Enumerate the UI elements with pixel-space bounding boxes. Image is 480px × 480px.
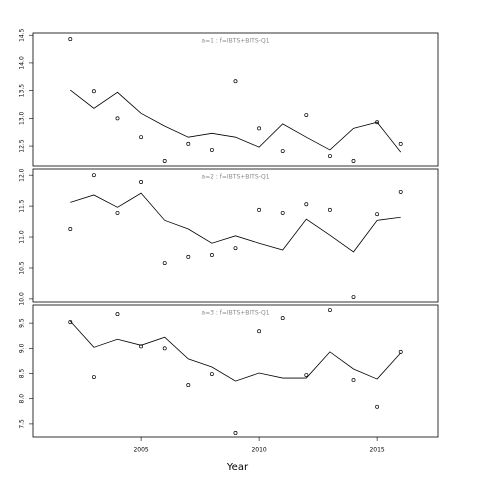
y-tick-label: 9.5 [19, 318, 26, 328]
data-point [375, 212, 380, 217]
panel-frame [32, 32, 439, 167]
data-point [91, 89, 96, 94]
data-point [186, 141, 191, 146]
data-point [115, 312, 120, 317]
data-point [115, 116, 120, 121]
data-point [91, 375, 96, 379]
y-tick-label: 12.0 [19, 168, 26, 182]
data-point [280, 149, 285, 153]
data-point [162, 261, 167, 265]
series-line [70, 192, 401, 253]
panel-label: a=1 : f=IBTS+BITS-Q1 [201, 38, 269, 45]
x-tick-label: 2005 [133, 447, 148, 454]
data-point [398, 141, 403, 146]
data-point [398, 189, 403, 194]
data-point [351, 159, 356, 163]
data-point [68, 320, 73, 325]
y-tick-label: 10.0 [19, 292, 26, 306]
data-point [304, 113, 309, 117]
data-point [351, 295, 356, 300]
data-point [186, 254, 191, 259]
data-point [186, 383, 191, 388]
data-point [257, 126, 262, 131]
y-tick-label: 9.0 [19, 343, 26, 353]
panel-label: a=3 : f=IBTS+BITS-Q1 [201, 310, 269, 317]
data-point [257, 207, 262, 212]
data-point [68, 37, 73, 42]
data-point [209, 147, 214, 152]
data-point [327, 207, 332, 212]
x-tick-label: 2010 [251, 447, 266, 454]
data-point [68, 227, 73, 231]
y-tick-label: 11.0 [19, 230, 26, 244]
data-point [304, 202, 309, 207]
y-tick-label: 13.5 [19, 84, 26, 98]
y-tick-label: 10.5 [19, 261, 26, 275]
x-axis-title: Year [226, 462, 249, 473]
y-tick-label: 14.0 [19, 56, 26, 70]
data-point [233, 79, 238, 84]
data-point [115, 210, 120, 215]
data-point [162, 159, 167, 163]
series-line [70, 89, 402, 153]
y-tick-label: 8.5 [19, 369, 26, 379]
y-tick-label: 8.0 [19, 394, 26, 404]
y-tick-label: 14.5 [19, 28, 26, 42]
data-point [209, 372, 214, 376]
data-point [304, 373, 309, 377]
data-point [233, 246, 238, 251]
panel-frame [32, 168, 439, 303]
data-point [209, 253, 214, 257]
y-tick-label: 11.5 [19, 199, 26, 213]
data-point [233, 431, 238, 435]
panel-label: a=2 : f=IBTS+BITS-Q1 [201, 174, 269, 181]
y-tick-label: 7.5 [19, 419, 26, 429]
data-point [375, 120, 380, 125]
x-tick-label: 2015 [369, 447, 384, 454]
data-point [139, 180, 144, 184]
data-point [327, 154, 332, 158]
y-tick-label: 12.5 [19, 139, 26, 153]
y-tick-label: 13.0 [19, 111, 26, 125]
data-point [398, 349, 403, 354]
data-point [91, 173, 96, 178]
data-point [257, 329, 262, 334]
panel-frame [32, 304, 439, 438]
data-point [162, 346, 167, 351]
data-point [375, 404, 380, 409]
data-point [280, 316, 285, 321]
data-point [351, 378, 356, 383]
data-point [139, 135, 144, 140]
data-point [280, 210, 285, 215]
data-point [139, 344, 144, 349]
data-point [327, 308, 332, 312]
series-line [69, 320, 402, 382]
